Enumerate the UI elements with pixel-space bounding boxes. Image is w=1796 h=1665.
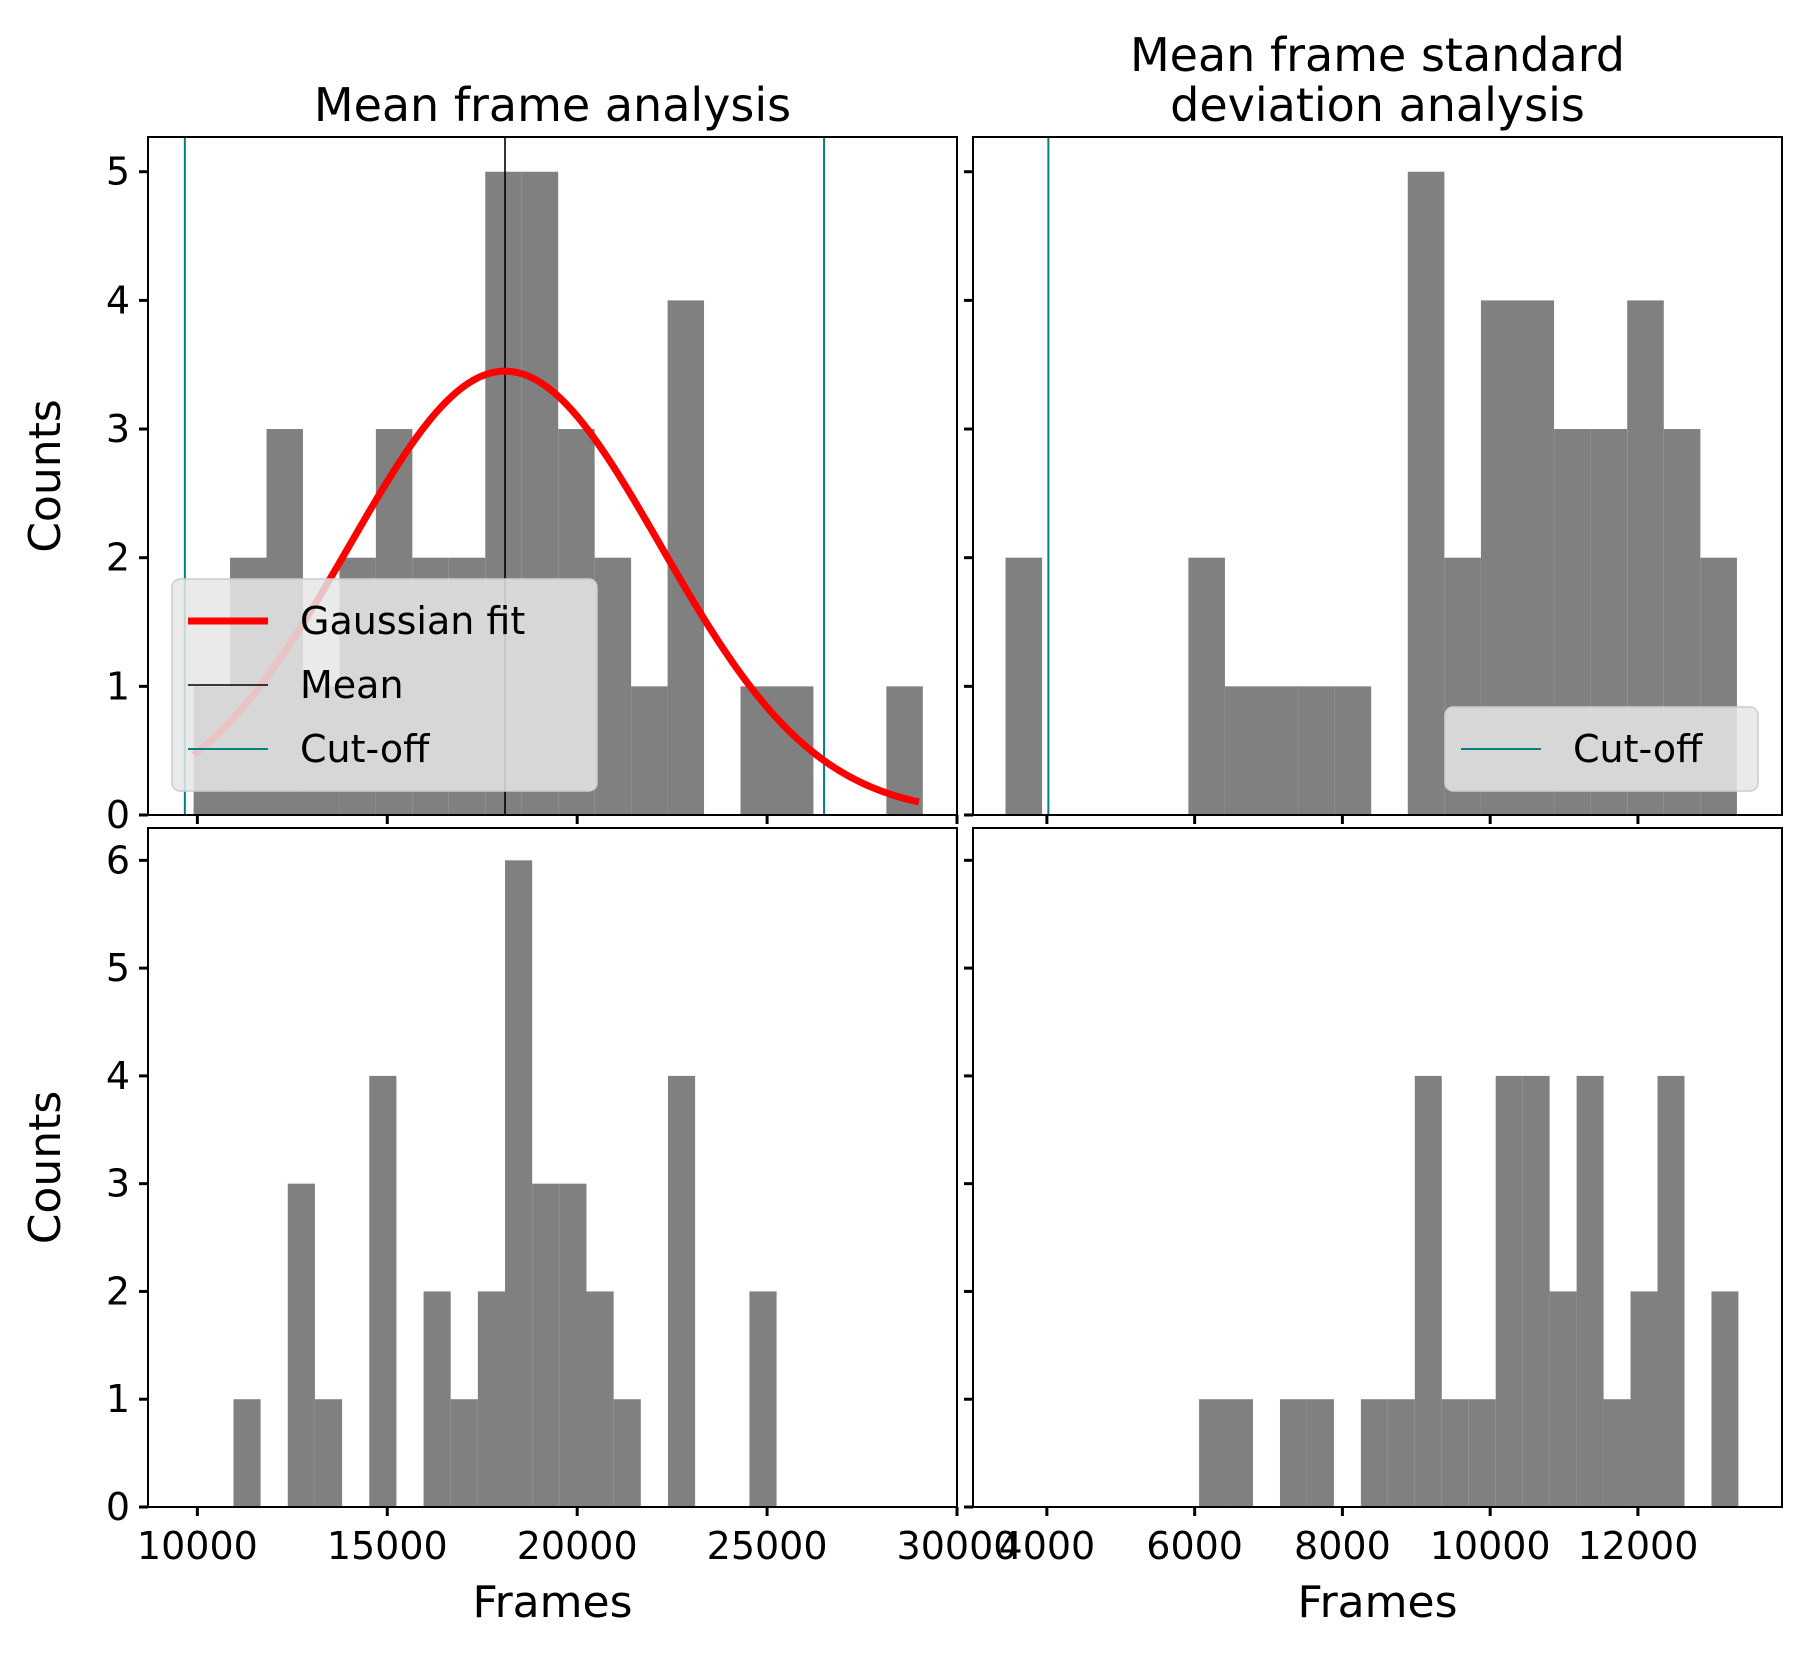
y-tick-label: 1 — [106, 1377, 130, 1421]
histogram-bar — [667, 300, 705, 815]
y-tick-label: 5 — [106, 150, 130, 194]
x-tick-label: 25000 — [707, 1524, 828, 1568]
panel-4: 4000 6000 8000 10000 12000 Frames — [964, 827, 1783, 1628]
histogram-bar — [1495, 1075, 1523, 1507]
histogram-bar — [532, 1183, 560, 1507]
histogram-bar — [233, 1399, 261, 1507]
histogram-bar — [1298, 686, 1335, 815]
histogram-bar — [1224, 686, 1262, 815]
legend-label: Mean — [300, 663, 404, 707]
y-tick-label: 2 — [106, 536, 130, 580]
histogram-bar — [1468, 1399, 1496, 1507]
panel-title: deviation analysis — [1170, 78, 1585, 132]
histogram-bar — [1360, 1399, 1388, 1507]
histogram-bar — [1199, 1399, 1227, 1507]
axes-frame — [147, 136, 958, 816]
y-tick-label: 3 — [106, 1162, 130, 1206]
histogram-bar — [613, 1399, 641, 1507]
y-tick-label: 3 — [106, 407, 130, 451]
histogram-bar — [423, 1291, 451, 1507]
histogram-bar — [1711, 1291, 1739, 1507]
legend: Cut-off — [1444, 706, 1759, 792]
histogram-bar — [1630, 1291, 1658, 1507]
histogram-bar — [1334, 686, 1372, 815]
histogram-bar — [631, 686, 668, 815]
histogram-bar — [594, 557, 632, 815]
legend-label: Cut-off — [1573, 727, 1703, 771]
y-tick-label: 0 — [106, 793, 130, 837]
histogram-bar — [1279, 1399, 1307, 1507]
histogram-bar — [1414, 1075, 1442, 1507]
histogram-bar — [740, 686, 777, 815]
y-tick-label: 4 — [106, 1054, 130, 1098]
y-tick-label: 1 — [106, 664, 130, 708]
histogram-bar — [1603, 1399, 1631, 1507]
histogram-bar — [369, 1075, 397, 1507]
histogram-bar — [586, 1291, 614, 1507]
histogram-bar — [1657, 1075, 1685, 1507]
legend-label: Cut-off — [300, 727, 430, 771]
histogram-bar — [1576, 1075, 1604, 1507]
x-tick-label: 8000 — [1294, 1524, 1391, 1568]
histogram-bar — [1226, 1399, 1254, 1507]
panel-3: 0 1 2 3 4 5 6 10000 15000 20000 25000 30000 Frames Co… — [20, 827, 1018, 1628]
histogram-bar — [1522, 1075, 1550, 1507]
x-tick-label: 10000 — [137, 1524, 258, 1568]
x-tick-label: 10000 — [1430, 1524, 1551, 1568]
x-axis-label: Frames — [472, 1577, 632, 1628]
y-tick-label: 6 — [106, 838, 130, 882]
histogram-bar — [1306, 1399, 1334, 1507]
histogram-bar — [450, 1399, 478, 1507]
y-tick-label: 2 — [106, 1269, 130, 1313]
axes-frame — [972, 827, 1783, 1508]
panel-title: Mean frame standard — [1130, 28, 1625, 82]
panel-1: 0 1 2 3 4 5 Counts Mean frame analysis Gaussian … — [20, 78, 959, 837]
axes-frame — [147, 827, 958, 1508]
axes-frame — [972, 136, 1783, 816]
legend-box — [171, 578, 598, 792]
x-tick-label: 15000 — [327, 1524, 448, 1568]
histogram-bar — [1441, 1399, 1469, 1507]
histogram-bar — [1549, 1291, 1577, 1507]
histogram-bar — [559, 1183, 587, 1507]
legend: Gaussian fit Mean Cut-off — [171, 578, 598, 792]
histogram-bar — [314, 1399, 343, 1507]
y-axis-label: Counts — [20, 399, 71, 553]
histogram-bar — [477, 1291, 506, 1507]
histogram-bar — [1261, 686, 1299, 815]
x-axis-label: Frames — [1297, 1577, 1457, 1628]
histogram-bar — [1005, 557, 1043, 815]
histogram-bar — [1188, 557, 1225, 815]
x-tick-label: 30000 — [897, 1524, 1018, 1568]
y-tick-label: 5 — [106, 946, 130, 990]
panel-title: Mean frame analysis — [314, 78, 791, 132]
histogram-bar — [667, 1075, 696, 1507]
x-tick-label: 20000 — [517, 1524, 638, 1568]
x-tick-label: 12000 — [1577, 1524, 1698, 1568]
legend-label: Gaussian fit — [300, 599, 525, 643]
histogram-bar — [1387, 1399, 1415, 1507]
histogram-bar — [1407, 171, 1445, 816]
x-tick-label: 6000 — [1146, 1524, 1243, 1568]
x-tick-label: 4000 — [999, 1524, 1096, 1568]
y-axis-label: Counts — [20, 1091, 71, 1245]
histogram-bar — [505, 860, 533, 1507]
histogram-bar — [287, 1183, 315, 1507]
y-tick-label: 0 — [106, 1485, 130, 1529]
legend-box — [1444, 706, 1759, 792]
y-tick-label: 4 — [106, 278, 130, 322]
histogram-bar — [749, 1291, 777, 1507]
